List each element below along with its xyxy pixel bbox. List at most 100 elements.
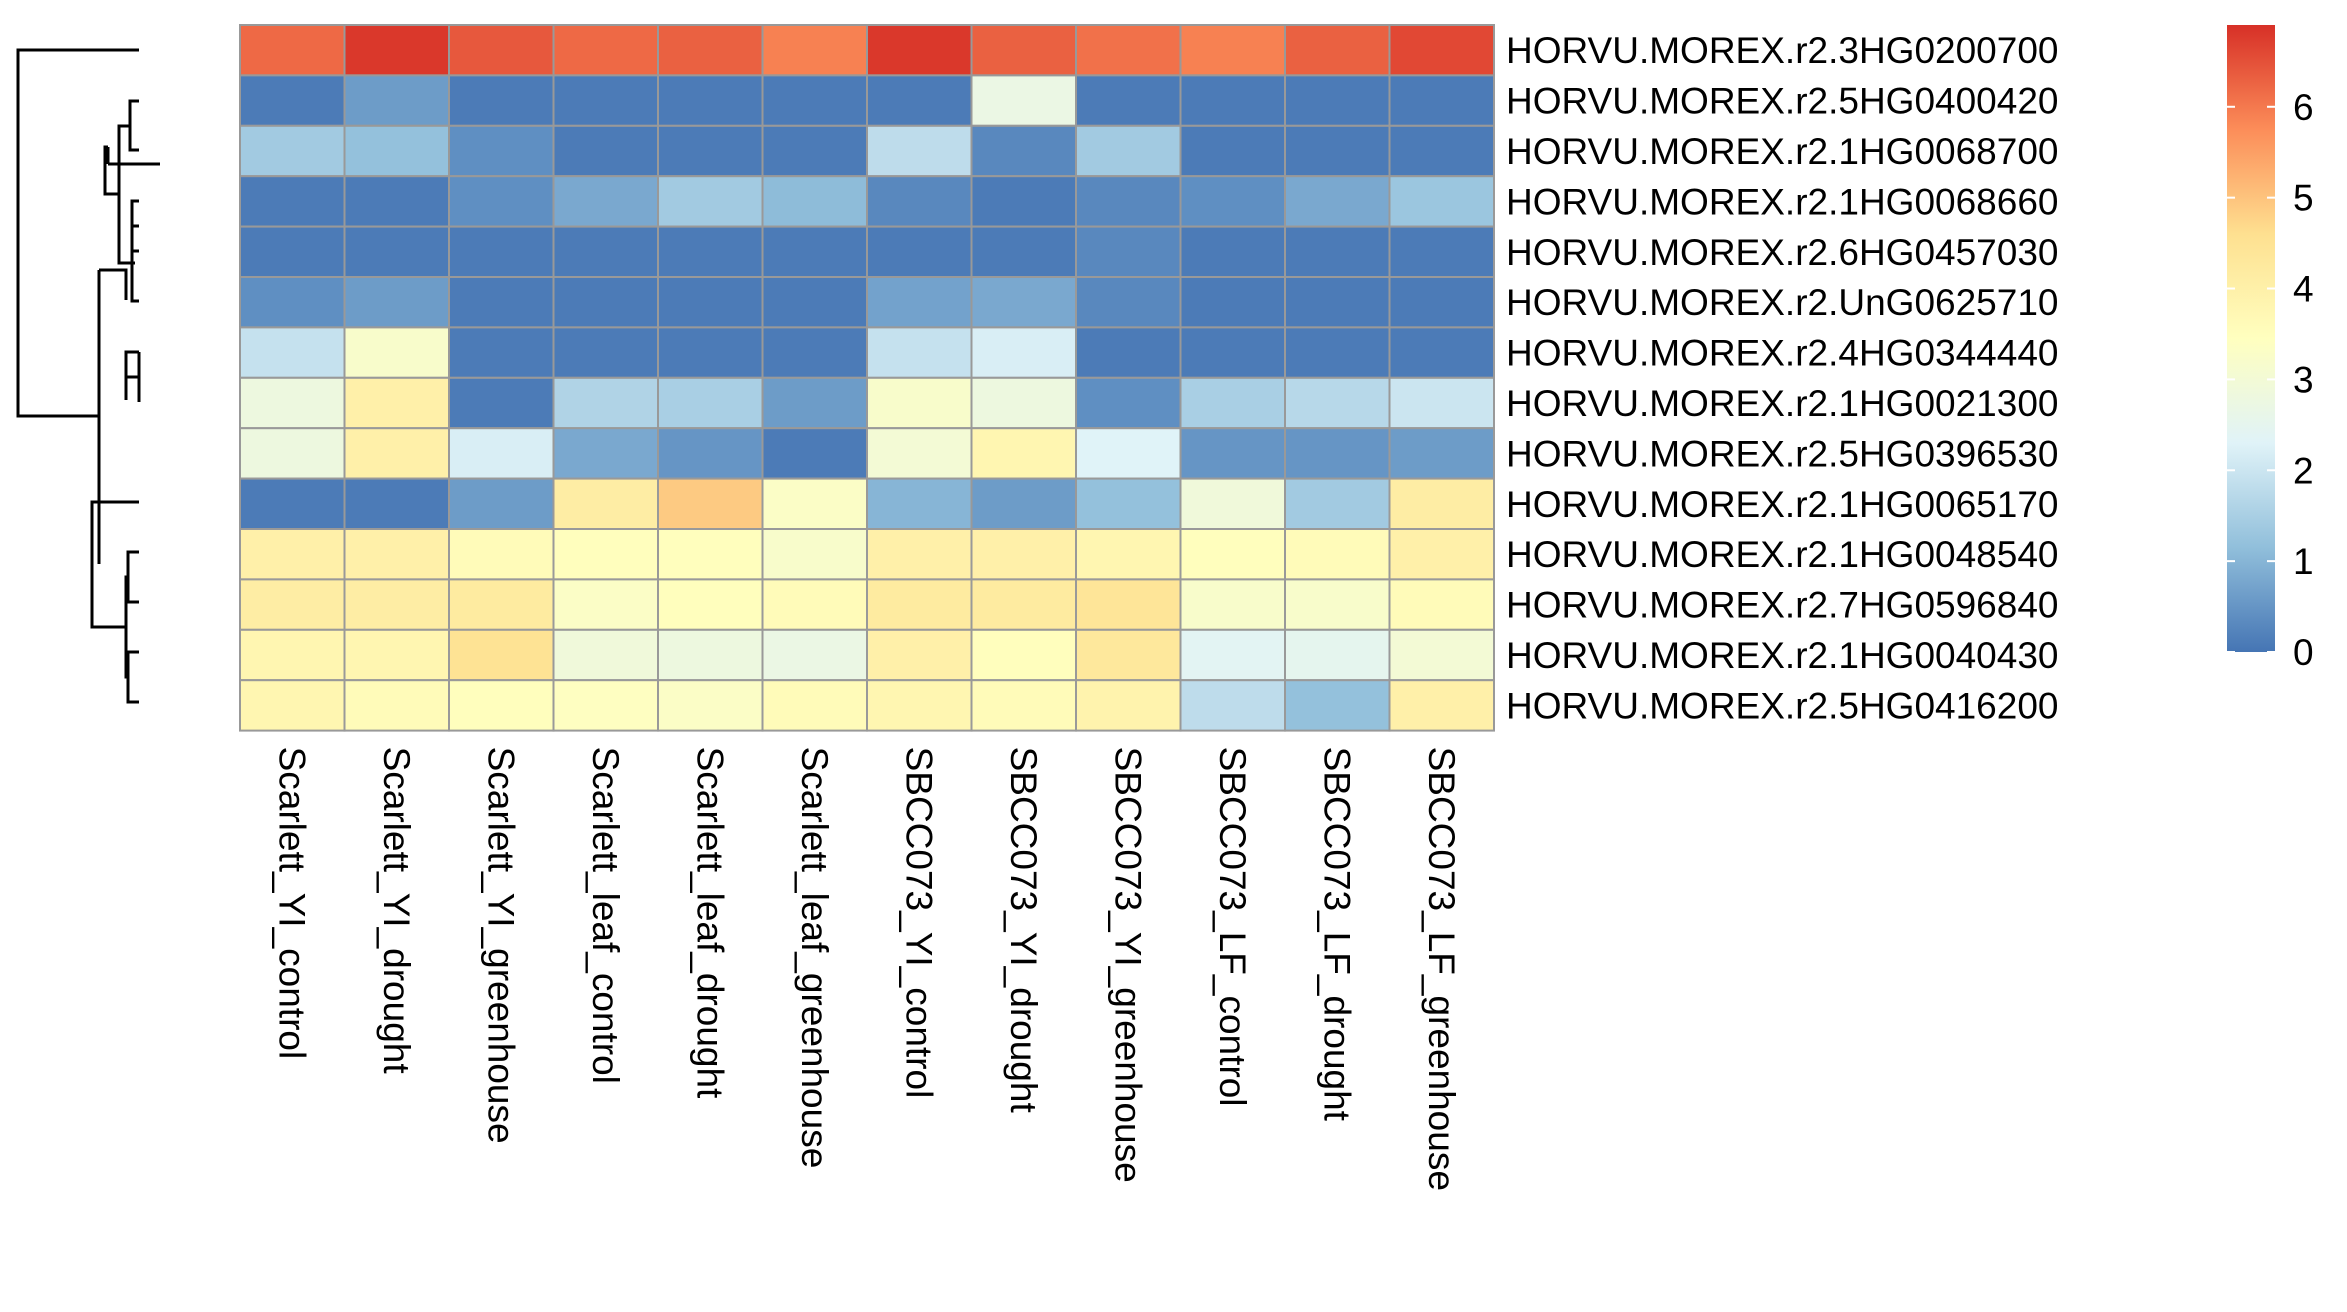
heatmap-cell bbox=[970, 628, 1077, 682]
column-label: SBCC073_LF_drought bbox=[1316, 747, 1357, 1122]
column-label: Scarlett_YI_control bbox=[271, 747, 312, 1060]
heatmap-cell bbox=[1179, 477, 1286, 531]
heatmap-cell bbox=[970, 679, 1077, 732]
heatmap-cell bbox=[970, 578, 1077, 631]
heatmap-cell bbox=[343, 679, 450, 732]
heatmap-cell bbox=[239, 477, 346, 531]
heatmap-cell bbox=[552, 326, 659, 379]
heatmap-cell bbox=[448, 528, 555, 581]
dendrogram-branch bbox=[16, 48, 139, 418]
heatmap-cell bbox=[343, 276, 450, 329]
heatmap-cell bbox=[552, 376, 659, 430]
column-label: Scarlett_YI_greenhouse bbox=[480, 747, 521, 1144]
heatmap-cell bbox=[343, 628, 450, 682]
heatmap-cell bbox=[761, 427, 868, 480]
legend-tick-label: 5 bbox=[2293, 178, 2314, 219]
heatmap-cell bbox=[657, 24, 764, 77]
row-label: HORVU.MOREX.r2.1HG0068660 bbox=[1506, 181, 2059, 222]
heatmap-cell bbox=[1284, 628, 1391, 682]
column-label: Scarlett_leaf_control bbox=[585, 747, 626, 1084]
heatmap-cell bbox=[657, 477, 764, 531]
heatmap-cell bbox=[552, 225, 659, 279]
heatmap-cell bbox=[866, 628, 973, 682]
row-label: HORVU.MOREX.r2.3HG0200700 bbox=[1506, 30, 2059, 71]
heatmap-cell bbox=[1388, 24, 1495, 77]
heatmap-cell bbox=[552, 24, 659, 77]
dendrogram-branch bbox=[90, 500, 139, 629]
heatmap-cell bbox=[657, 528, 764, 581]
heatmap-cell bbox=[1075, 24, 1182, 77]
heatmap-cell bbox=[448, 628, 555, 682]
heatmap-cell bbox=[1075, 175, 1182, 228]
row-label: HORVU.MOREX.r2.1HG0068700 bbox=[1506, 131, 2059, 172]
legend-tick-label: 3 bbox=[2293, 359, 2314, 400]
heatmap-cell bbox=[1075, 427, 1182, 480]
legend-tick-label: 0 bbox=[2293, 632, 2314, 673]
legend-tick-label: 6 bbox=[2293, 87, 2314, 128]
heatmap-cell bbox=[1284, 175, 1391, 228]
heatmap-cell bbox=[552, 628, 659, 682]
heatmap-cell bbox=[448, 175, 555, 228]
dendrogram-branch bbox=[128, 99, 139, 152]
heatmap-cell bbox=[343, 175, 450, 228]
heatmap-cell bbox=[552, 427, 659, 480]
heatmap-cell bbox=[1179, 427, 1286, 480]
heatmap-cell bbox=[1388, 376, 1495, 430]
heatmap-cell bbox=[866, 175, 973, 228]
heatmap-cell bbox=[657, 376, 764, 430]
column-label: SBCC073_LF_control bbox=[1212, 747, 1253, 1107]
heatmap-cell bbox=[866, 225, 973, 279]
column-label: Scarlett_YI_drought bbox=[376, 747, 417, 1075]
heatmap-cell bbox=[1388, 225, 1495, 279]
row-label: HORVU.MOREX.r2.UnG0625710 bbox=[1506, 282, 2059, 323]
heatmap-cell bbox=[552, 175, 659, 228]
heatmap-cell bbox=[970, 528, 1077, 581]
heatmap-cell bbox=[239, 427, 346, 480]
heatmap-cell bbox=[1179, 326, 1286, 379]
row-label: HORVU.MOREX.r2.4HG0344440 bbox=[1506, 333, 2059, 374]
heatmap-cell bbox=[448, 276, 555, 329]
heatmap-cell bbox=[866, 74, 973, 127]
column-label: SBCC073_YI_control bbox=[898, 747, 939, 1099]
heatmap-cell bbox=[1179, 376, 1286, 430]
heatmap-cell bbox=[866, 124, 973, 178]
heatmap-cell bbox=[343, 427, 450, 480]
heatmap-cell bbox=[970, 376, 1077, 430]
legend-tick-label: 2 bbox=[2293, 450, 2314, 491]
row-label: HORVU.MOREX.r2.5HG0416200 bbox=[1506, 685, 2059, 726]
heatmap-cell bbox=[866, 326, 973, 379]
heatmap-cell bbox=[1075, 376, 1182, 430]
heatmap-cell bbox=[239, 24, 346, 77]
heatmap-cell bbox=[970, 427, 1077, 480]
heatmap-cell bbox=[552, 276, 659, 329]
heatmap-cell bbox=[657, 225, 764, 279]
heatmap-cell bbox=[1075, 628, 1182, 682]
heatmap-cell bbox=[343, 225, 450, 279]
heatmap-cell bbox=[761, 276, 868, 329]
heatmap-cell bbox=[1284, 74, 1391, 127]
heatmap-cell bbox=[970, 477, 1077, 531]
heatmap-cell bbox=[552, 528, 659, 581]
column-label: SBCC073_YI_greenhouse bbox=[1107, 747, 1148, 1183]
heatmap-cell bbox=[1179, 628, 1286, 682]
heatmap-cell bbox=[1388, 477, 1495, 531]
heatmap-cell bbox=[239, 628, 346, 682]
heatmap-cell bbox=[761, 679, 868, 732]
heatmap-cell bbox=[552, 477, 659, 531]
row-label: HORVU.MOREX.r2.1HG0021300 bbox=[1506, 383, 2059, 424]
heatmap-cell bbox=[343, 24, 450, 77]
heatmap-cell bbox=[1284, 225, 1391, 279]
heatmap-cell bbox=[1284, 528, 1391, 581]
heatmap-cell bbox=[1388, 679, 1495, 732]
heatmap-cell bbox=[1075, 276, 1182, 329]
legend-tick-label: 4 bbox=[2293, 269, 2314, 310]
heatmap-cell bbox=[761, 376, 868, 430]
row-label: HORVU.MOREX.r2.5HG0396530 bbox=[1506, 433, 2059, 474]
heatmap-cell bbox=[239, 225, 346, 279]
column-labels: Scarlett_YI_control Scarlett_YI_drought Sc… bbox=[271, 747, 1462, 1191]
heatmap-cell bbox=[866, 24, 973, 77]
heatmap-cell bbox=[761, 628, 868, 682]
heatmap-cell bbox=[866, 376, 973, 430]
heatmap-cell bbox=[1388, 276, 1495, 329]
heatmap-cell bbox=[239, 578, 346, 631]
